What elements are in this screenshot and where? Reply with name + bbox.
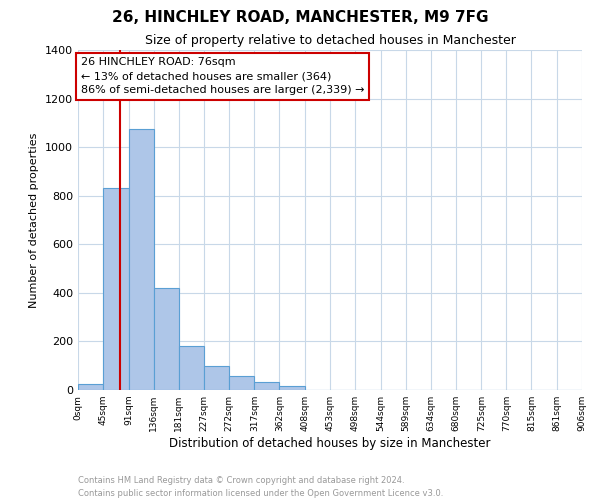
Bar [128, 129, 154, 390]
Bar [179, 346, 204, 390]
Title: Size of property relative to detached houses in Manchester: Size of property relative to detached ho… [145, 34, 515, 48]
Text: Contains HM Land Registry data © Crown copyright and database right 2024.
Contai: Contains HM Land Registry data © Crown c… [78, 476, 443, 498]
Y-axis label: Number of detached properties: Number of detached properties [29, 132, 40, 308]
Bar [229, 376, 254, 390]
Text: 26 HINCHLEY ROAD: 76sqm
← 13% of detached houses are smaller (364)
86% of semi-d: 26 HINCHLEY ROAD: 76sqm ← 13% of detache… [81, 58, 364, 96]
Text: 26, HINCHLEY ROAD, MANCHESTER, M9 7FG: 26, HINCHLEY ROAD, MANCHESTER, M9 7FG [112, 10, 488, 25]
Bar [204, 366, 229, 390]
Bar [154, 288, 179, 390]
Bar [103, 188, 128, 390]
X-axis label: Distribution of detached houses by size in Manchester: Distribution of detached houses by size … [169, 437, 491, 450]
Bar [78, 384, 103, 390]
Bar [254, 382, 280, 390]
Bar [280, 386, 305, 390]
